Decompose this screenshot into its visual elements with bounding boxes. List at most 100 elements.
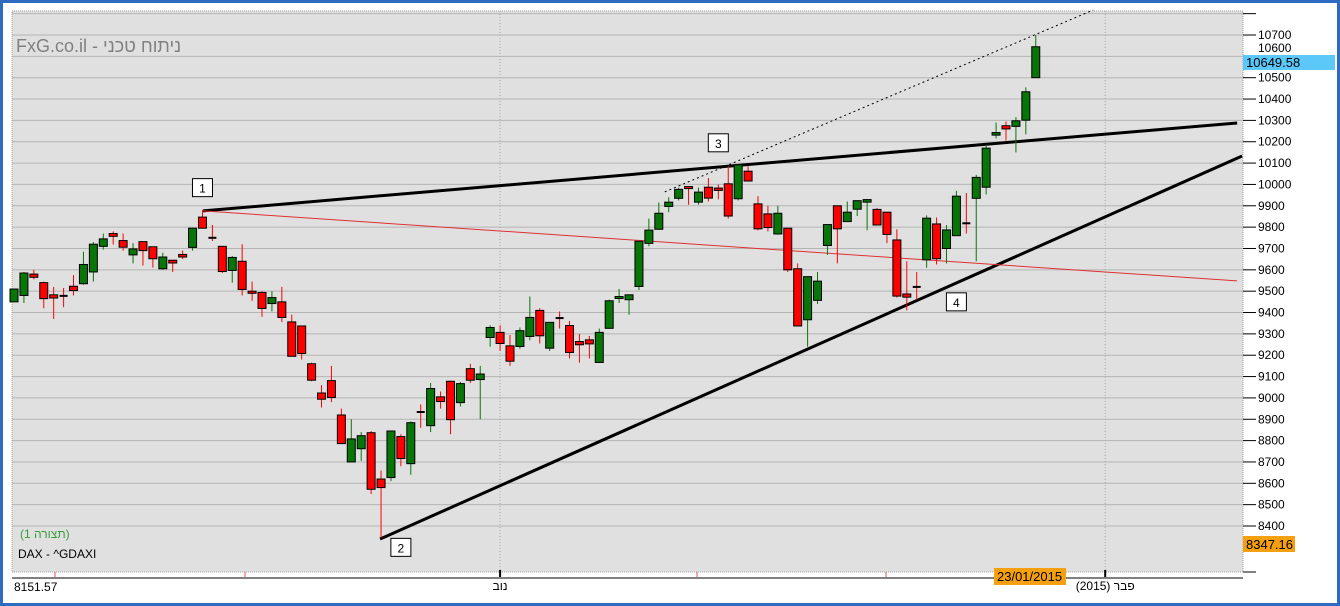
candle-body bbox=[168, 259, 178, 264]
candle bbox=[922, 215, 932, 268]
candle-body bbox=[485, 326, 495, 339]
candle bbox=[307, 362, 317, 382]
candle bbox=[9, 288, 19, 303]
candle-body bbox=[862, 199, 872, 203]
candle bbox=[971, 174, 981, 262]
candle-body bbox=[247, 290, 257, 294]
candle bbox=[148, 246, 158, 268]
candle bbox=[604, 299, 614, 329]
candle bbox=[545, 321, 555, 351]
candle-body bbox=[406, 422, 416, 465]
candle-body bbox=[29, 273, 39, 278]
price-tick-label: 10600 bbox=[1258, 41, 1292, 55]
point-labels: 1 2 3 4 bbox=[191, 133, 967, 557]
candle-body bbox=[98, 238, 108, 247]
candle-body bbox=[287, 321, 297, 357]
candle-body bbox=[624, 294, 634, 301]
candle-body bbox=[545, 321, 555, 349]
candle-body bbox=[842, 211, 852, 223]
candle bbox=[168, 259, 178, 272]
candle bbox=[574, 333, 584, 363]
layout-label: (תצורה 1) bbox=[20, 527, 70, 541]
candle-body bbox=[753, 203, 763, 230]
candle bbox=[932, 217, 942, 265]
candle bbox=[822, 224, 832, 255]
candle-body bbox=[822, 224, 832, 246]
candle-body bbox=[237, 260, 247, 290]
candle bbox=[495, 325, 505, 351]
candle-body bbox=[703, 186, 713, 199]
candle-body bbox=[684, 186, 694, 190]
candle bbox=[664, 197, 674, 213]
candle bbox=[356, 432, 366, 461]
candle-body bbox=[594, 331, 604, 363]
candle bbox=[317, 385, 327, 408]
support-trendline bbox=[379, 154, 1243, 541]
candle-body bbox=[267, 297, 277, 305]
red-trendline bbox=[202, 210, 1238, 282]
candle-body bbox=[118, 240, 128, 248]
candle-body bbox=[991, 132, 1001, 136]
candle bbox=[852, 200, 862, 217]
price-tick-label: 8600 bbox=[1258, 476, 1285, 490]
candle-body bbox=[227, 256, 237, 271]
candle bbox=[892, 229, 902, 298]
candle bbox=[59, 287, 68, 308]
candle bbox=[208, 224, 217, 242]
point-label-box bbox=[390, 537, 412, 557]
candle-body bbox=[723, 183, 733, 217]
candle bbox=[842, 201, 852, 223]
candle bbox=[336, 408, 346, 445]
candle-body bbox=[396, 436, 406, 460]
candle bbox=[277, 286, 287, 323]
candle bbox=[962, 192, 971, 234]
candle bbox=[39, 281, 49, 309]
candle bbox=[743, 166, 753, 182]
candle-body bbox=[178, 253, 188, 258]
candle bbox=[455, 381, 465, 407]
candle bbox=[445, 380, 455, 435]
candle-body bbox=[1031, 46, 1041, 79]
candle bbox=[1001, 121, 1011, 141]
cursor-date-value: 23/01/2015 bbox=[997, 569, 1062, 584]
time-tick-label: נוב bbox=[493, 579, 508, 593]
price-tick-label: 8500 bbox=[1258, 498, 1285, 512]
candle-body bbox=[307, 363, 317, 381]
candle bbox=[485, 325, 495, 347]
candle-body bbox=[297, 325, 307, 355]
candle-body bbox=[951, 195, 961, 237]
price-tick-label: 9900 bbox=[1258, 199, 1285, 213]
candle bbox=[912, 271, 921, 300]
candle-body bbox=[1011, 120, 1021, 127]
candle-body bbox=[525, 316, 535, 337]
candle bbox=[108, 231, 118, 245]
chart-title: FxG.co.il - ניתוח טכני bbox=[16, 36, 181, 56]
candle-body bbox=[773, 212, 783, 235]
candle bbox=[693, 187, 703, 205]
candle-body bbox=[78, 263, 88, 285]
candle-body bbox=[515, 330, 525, 347]
candle-body bbox=[664, 201, 674, 207]
candle-body bbox=[277, 301, 287, 318]
candle-body bbox=[674, 188, 684, 199]
price-tick-label: 9700 bbox=[1258, 241, 1285, 255]
candle bbox=[267, 291, 277, 312]
candle bbox=[783, 227, 793, 272]
candle-body bbox=[188, 227, 198, 248]
candle bbox=[644, 218, 654, 247]
candle bbox=[138, 241, 148, 266]
price-axis[interactable]: 8400 8500 8600 8700 8800 8900 9000 9100 9200 9300… bbox=[1243, 13, 1292, 573]
price-tick-label: 10300 bbox=[1258, 113, 1292, 127]
candle-body bbox=[1021, 91, 1031, 121]
candle bbox=[753, 196, 763, 231]
candle-body bbox=[257, 291, 267, 309]
candle-body bbox=[138, 241, 148, 252]
candle-body bbox=[793, 268, 803, 327]
candle-body bbox=[108, 233, 118, 237]
candle-body bbox=[614, 296, 624, 300]
candle-body bbox=[317, 392, 327, 400]
candle bbox=[1011, 117, 1021, 153]
candle bbox=[773, 205, 783, 235]
candle-body bbox=[88, 243, 98, 273]
